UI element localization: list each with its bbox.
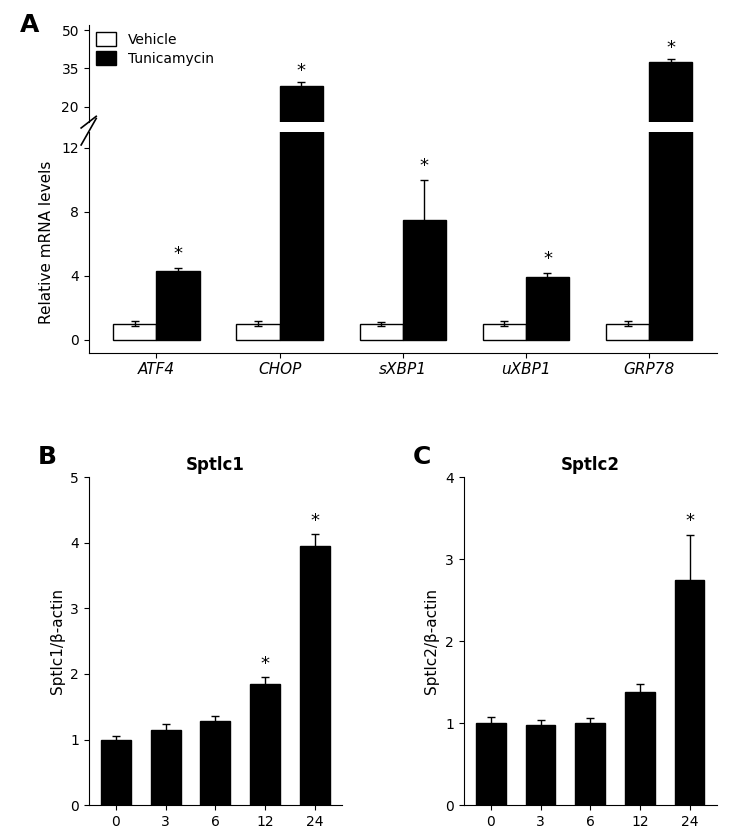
- Bar: [525, 725, 556, 805]
- Bar: [360, 324, 403, 340]
- Bar: [526, 277, 569, 340]
- Bar: [403, 139, 446, 158]
- Bar: [483, 155, 526, 158]
- Bar: [476, 723, 505, 805]
- Bar: [279, 86, 323, 158]
- Y-axis label: Sptlc2/β-actin: Sptlc2/β-actin: [424, 588, 440, 694]
- Text: *: *: [543, 250, 552, 268]
- Text: *: *: [296, 62, 306, 81]
- Bar: [606, 155, 649, 158]
- Text: B: B: [38, 445, 57, 468]
- Bar: [157, 271, 200, 340]
- Bar: [575, 723, 605, 805]
- Y-axis label: Sptlc1/β-actin: Sptlc1/β-actin: [50, 588, 64, 694]
- Text: *: *: [420, 157, 429, 175]
- Title: Sptlc1: Sptlc1: [186, 457, 245, 474]
- Bar: [113, 155, 157, 158]
- Bar: [236, 155, 279, 158]
- Bar: [649, 0, 692, 340]
- Bar: [360, 155, 403, 158]
- Bar: [526, 148, 569, 158]
- Text: C: C: [413, 445, 432, 468]
- Bar: [675, 579, 704, 805]
- Bar: [157, 147, 200, 158]
- Text: *: *: [666, 39, 675, 57]
- Bar: [200, 721, 231, 805]
- Bar: [101, 740, 131, 805]
- Text: A: A: [20, 13, 39, 37]
- Title: Sptlc2: Sptlc2: [561, 457, 620, 474]
- Bar: [625, 692, 655, 805]
- Bar: [236, 324, 279, 340]
- Bar: [113, 324, 157, 340]
- Text: *: *: [310, 512, 319, 530]
- Text: *: *: [685, 512, 694, 530]
- Bar: [151, 730, 180, 805]
- Bar: [483, 324, 526, 340]
- Bar: [649, 62, 692, 158]
- Bar: [300, 546, 330, 805]
- Text: *: *: [260, 655, 270, 672]
- Bar: [606, 324, 649, 340]
- Bar: [250, 684, 280, 805]
- Bar: [279, 0, 323, 340]
- Y-axis label: Relative mRNA levels: Relative mRNA levels: [39, 160, 55, 324]
- Bar: [403, 220, 446, 340]
- Legend: Vehicle, Tunicamycin: Vehicle, Tunicamycin: [95, 32, 214, 66]
- Text: *: *: [174, 245, 183, 263]
